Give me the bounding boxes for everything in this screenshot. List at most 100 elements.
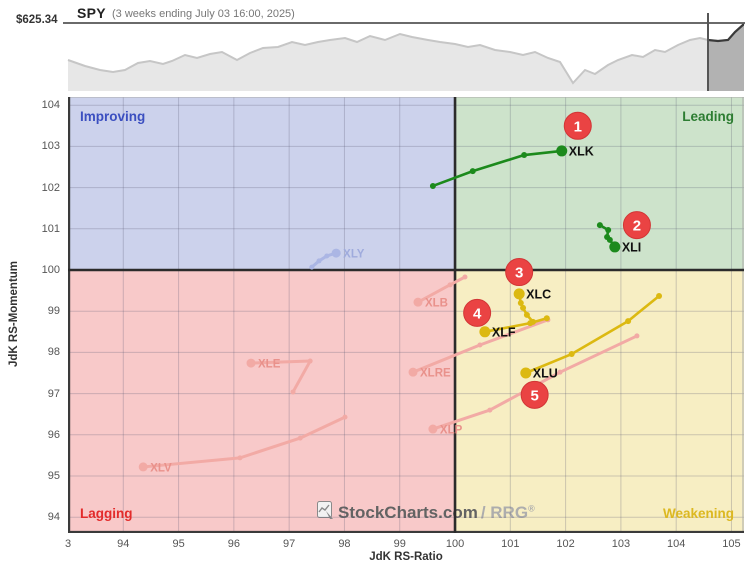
series-XLP-tail-dot bbox=[634, 333, 640, 339]
rank-badge-2-number: 2 bbox=[633, 218, 641, 235]
series-XLU-label[interactable]: XLU bbox=[533, 367, 558, 381]
price-level-line bbox=[63, 22, 745, 24]
series-XLB-head[interactable] bbox=[413, 297, 423, 307]
series-XLY-tail-dot bbox=[309, 264, 315, 270]
series-XLC-head[interactable] bbox=[513, 288, 525, 300]
rank-badge-2 bbox=[622, 211, 651, 240]
rank-badge-1-number: 1 bbox=[574, 118, 582, 135]
series-XLK-head[interactable] bbox=[556, 145, 568, 157]
series-XLY-tail-dot bbox=[316, 258, 322, 264]
x-tick-label-94: 94 bbox=[117, 538, 130, 550]
rank-badge-3-number: 3 bbox=[515, 265, 523, 282]
series-XLK-tail-dot bbox=[469, 168, 476, 175]
series-XLV-trail bbox=[141, 415, 347, 469]
series-XLK-tail-dot bbox=[521, 152, 528, 159]
series-XLV-tail-dot bbox=[237, 455, 243, 461]
series-XLI-label[interactable]: XLI bbox=[622, 240, 641, 254]
x-tick-label-100: 100 bbox=[445, 538, 465, 550]
symbol-title: SPY bbox=[77, 5, 106, 21]
date-range-subtitle: (3 weeks ending July 03 16:00, 2025) bbox=[112, 8, 295, 20]
series-XLI-tail-dot bbox=[596, 222, 603, 229]
weakening-label: Weakening bbox=[662, 506, 734, 521]
y-tick-label-104: 104 bbox=[41, 99, 60, 112]
series-XLRE-label[interactable]: XLRE bbox=[420, 368, 451, 380]
series-XLY-trail bbox=[310, 251, 338, 269]
series-XLU-tail-dot bbox=[568, 351, 575, 358]
rank-badge-4-number: 4 bbox=[473, 305, 482, 322]
series-XLY-label[interactable]: XLY bbox=[343, 249, 365, 261]
spy-area bbox=[68, 24, 744, 91]
spy-price-label: $625.34 bbox=[16, 14, 58, 26]
quadrant-improving bbox=[68, 97, 455, 270]
x-tick-label-104: 104 bbox=[667, 538, 686, 550]
series-XLRE-tail-dot bbox=[477, 342, 483, 348]
x-tick-label-105: 105 bbox=[722, 538, 741, 550]
series-XLV-label[interactable]: XLV bbox=[150, 462, 172, 474]
series-XLU-tail-dot bbox=[625, 318, 632, 325]
x-axis-title: JdK RS-Ratio bbox=[369, 551, 443, 563]
rank-badge-1 bbox=[563, 111, 592, 140]
x-tick-label-102: 102 bbox=[556, 538, 575, 550]
series-XLB-label[interactable]: XLB bbox=[425, 298, 448, 310]
y-tick-label-97: 97 bbox=[47, 387, 60, 400]
y-tick-label-99: 99 bbox=[47, 305, 60, 318]
series-XLK-trail bbox=[431, 149, 564, 188]
series-XLP-head[interactable] bbox=[428, 424, 438, 434]
series-XLV-tail-dot bbox=[342, 414, 348, 420]
y-tick-label-98: 98 bbox=[47, 346, 60, 359]
spy-sparkline-chart bbox=[67, 23, 745, 91]
series-XLU-head[interactable] bbox=[520, 367, 532, 379]
series-XLP-label[interactable]: XLP bbox=[440, 425, 463, 437]
series-XLY-head[interactable] bbox=[331, 248, 341, 258]
improving-label: Improving bbox=[80, 109, 146, 124]
lagging-label: Lagging bbox=[80, 506, 133, 521]
rank-badge-3 bbox=[505, 258, 534, 287]
series-XLRE-head[interactable] bbox=[408, 367, 418, 377]
series-XLK-label[interactable]: XLK bbox=[569, 144, 594, 158]
series-XLP-tail-dot bbox=[557, 369, 563, 375]
series-XLB-tail-dot bbox=[447, 282, 453, 288]
series-XLF-label[interactable]: XLF bbox=[492, 325, 516, 339]
rank-badge-5-number: 5 bbox=[530, 387, 538, 404]
sparkline-period-marker-line bbox=[707, 13, 709, 91]
series-XLY-tail-dot bbox=[324, 253, 330, 259]
watermark: StockCharts.com / RRG® bbox=[317, 501, 535, 525]
series-XLF-tail-dot bbox=[543, 315, 550, 322]
x-tick-label-95: 95 bbox=[172, 538, 185, 550]
rrg-plot-area: Improving Leading Lagging Weakening Stoc… bbox=[68, 97, 744, 533]
series-XLC-tail-dot bbox=[517, 299, 524, 306]
series-XLE-label[interactable]: XLE bbox=[258, 359, 281, 371]
y-tick-label-100: 100 bbox=[41, 264, 60, 276]
stockcharts-logo-icon bbox=[317, 501, 334, 525]
series-XLU-tail-dot bbox=[656, 292, 663, 299]
y-tick-label-94: 94 bbox=[47, 511, 60, 524]
series-XLV-tail-dot bbox=[297, 435, 303, 441]
y-tick-label-102: 102 bbox=[41, 181, 60, 194]
series-XLC-label[interactable]: XLC bbox=[526, 287, 551, 301]
x-tick-label-3: 3 bbox=[64, 538, 72, 550]
series-XLI-head[interactable] bbox=[609, 241, 621, 253]
leading-label: Leading bbox=[682, 109, 734, 124]
spy-line bbox=[67, 23, 745, 85]
watermark-suffix: / RRG® bbox=[480, 503, 535, 522]
y-tick-label-96: 96 bbox=[47, 428, 60, 441]
series-XLI-tail-dot bbox=[606, 236, 613, 243]
watermark-brand: StockCharts.com bbox=[338, 503, 478, 522]
series-XLU-trail bbox=[524, 294, 661, 375]
rank-badge-4 bbox=[463, 298, 492, 327]
series-XLI-tail-dot bbox=[605, 227, 612, 234]
series-XLC-tail-dot bbox=[523, 311, 530, 318]
series-XLE-tail-dot bbox=[290, 389, 296, 395]
series-XLE-head[interactable] bbox=[246, 358, 256, 368]
series-XLF-head[interactable] bbox=[479, 326, 491, 338]
series-XLV-head[interactable] bbox=[138, 462, 148, 472]
rank-badge-5 bbox=[520, 380, 549, 409]
x-tick-label-101: 101 bbox=[501, 538, 520, 550]
y-tick-label-95: 95 bbox=[47, 470, 60, 482]
x-tick-label-99: 99 bbox=[393, 538, 406, 550]
y-tick-label-103: 103 bbox=[41, 140, 60, 153]
series-XLF-tail-dot bbox=[527, 320, 534, 327]
x-tick-label-98: 98 bbox=[338, 538, 351, 550]
x-tick-label-96: 96 bbox=[227, 538, 240, 550]
